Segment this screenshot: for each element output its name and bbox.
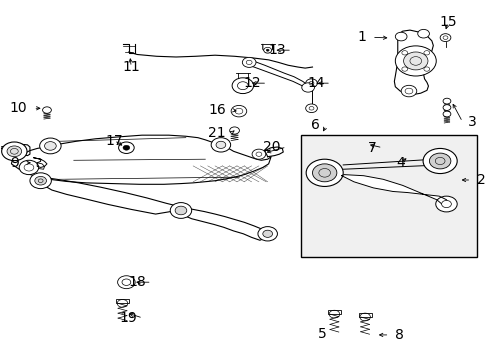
Circle shape xyxy=(40,138,61,154)
Circle shape xyxy=(442,111,450,117)
Text: 14: 14 xyxy=(307,76,325,90)
Text: 10: 10 xyxy=(10,101,27,115)
Polygon shape xyxy=(11,135,270,184)
Bar xyxy=(327,310,340,314)
Text: 12: 12 xyxy=(243,76,261,90)
Circle shape xyxy=(19,160,39,175)
Text: 15: 15 xyxy=(438,15,456,29)
Circle shape xyxy=(263,47,271,53)
Circle shape xyxy=(265,49,268,51)
Circle shape xyxy=(229,127,239,134)
Circle shape xyxy=(246,60,252,64)
Text: 6: 6 xyxy=(311,118,320,132)
Circle shape xyxy=(7,146,21,157)
Text: 8: 8 xyxy=(394,328,404,342)
Bar xyxy=(116,299,129,303)
Circle shape xyxy=(1,142,27,161)
Text: 4: 4 xyxy=(395,156,404,170)
Circle shape xyxy=(42,107,51,113)
Circle shape xyxy=(257,226,277,241)
Polygon shape xyxy=(341,175,448,206)
Circle shape xyxy=(417,30,428,38)
Circle shape xyxy=(428,153,450,169)
Text: 13: 13 xyxy=(268,43,285,57)
Text: 18: 18 xyxy=(128,275,145,289)
Circle shape xyxy=(232,78,253,94)
Circle shape xyxy=(394,46,435,76)
Text: 17: 17 xyxy=(105,134,123,148)
Circle shape xyxy=(403,52,427,70)
Text: 5: 5 xyxy=(318,327,326,341)
Circle shape xyxy=(305,104,317,113)
Bar xyxy=(301,135,476,257)
Text: 11: 11 xyxy=(122,60,140,74)
Circle shape xyxy=(118,276,135,289)
Circle shape xyxy=(435,196,456,212)
Circle shape xyxy=(119,142,134,153)
Circle shape xyxy=(252,149,265,159)
Polygon shape xyxy=(181,207,268,240)
Circle shape xyxy=(122,145,129,150)
Circle shape xyxy=(231,105,246,117)
Circle shape xyxy=(242,57,255,67)
Circle shape xyxy=(170,203,191,219)
Polygon shape xyxy=(248,59,308,90)
Circle shape xyxy=(301,83,314,92)
Circle shape xyxy=(442,105,450,111)
Bar xyxy=(358,313,371,317)
Circle shape xyxy=(441,201,450,208)
Circle shape xyxy=(305,79,317,87)
Polygon shape xyxy=(264,147,283,157)
Circle shape xyxy=(175,206,186,215)
Circle shape xyxy=(400,85,416,97)
Circle shape xyxy=(394,32,406,41)
Circle shape xyxy=(312,164,336,182)
Text: 2: 2 xyxy=(476,173,485,187)
Circle shape xyxy=(44,141,56,150)
Circle shape xyxy=(35,176,46,185)
Circle shape xyxy=(30,173,51,189)
Circle shape xyxy=(442,98,450,104)
Circle shape xyxy=(262,230,272,237)
Text: 19: 19 xyxy=(119,311,137,325)
Circle shape xyxy=(422,148,456,174)
Polygon shape xyxy=(0,144,30,156)
Text: 21: 21 xyxy=(208,126,225,140)
Circle shape xyxy=(235,108,243,114)
Text: 16: 16 xyxy=(207,103,225,117)
Circle shape xyxy=(305,159,343,186)
Text: 1: 1 xyxy=(357,30,366,44)
Circle shape xyxy=(439,34,450,41)
Circle shape xyxy=(211,138,230,152)
Text: 7: 7 xyxy=(367,141,376,155)
Text: 3: 3 xyxy=(468,115,476,129)
Circle shape xyxy=(216,141,225,148)
Polygon shape xyxy=(393,30,432,95)
Polygon shape xyxy=(37,177,181,214)
Text: 20: 20 xyxy=(263,140,280,154)
Text: 9: 9 xyxy=(10,156,19,170)
